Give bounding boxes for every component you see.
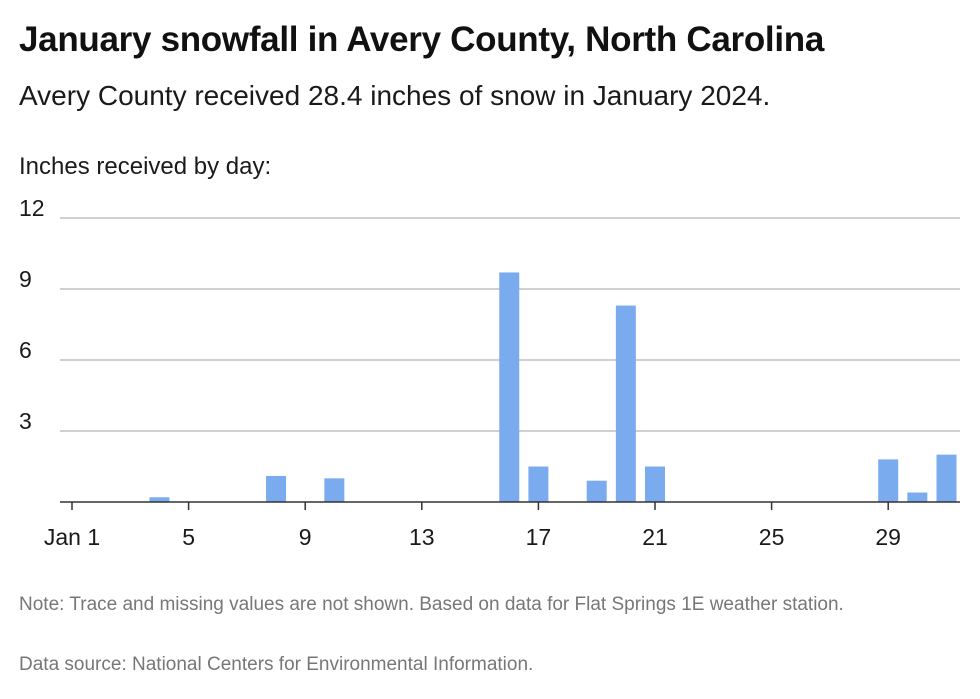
- bar: [878, 459, 899, 502]
- x-tick-label: 21: [642, 524, 668, 550]
- bar: [499, 272, 520, 502]
- snowfall-bar-chart: 3 6 9 12 Jan 1 5 9 13 17 21 25 29: [19, 195, 960, 550]
- bar: [586, 480, 607, 502]
- y-tick-label: 6: [19, 337, 32, 363]
- bar: [615, 305, 636, 502]
- data-source: Data source: National Centers for Enviro…: [19, 654, 534, 675]
- bar: [528, 466, 549, 502]
- y-tick-label: 12: [19, 195, 45, 221]
- x-tick-label: 9: [299, 524, 312, 550]
- bar: [936, 454, 957, 502]
- x-tick-label: Jan 1: [44, 524, 100, 550]
- x-tick-label: 17: [526, 524, 552, 550]
- bar: [645, 466, 665, 502]
- chart-title: January snowfall in Avery County, North …: [19, 20, 825, 59]
- x-tick-label: 5: [182, 524, 195, 550]
- x-tick-label: 29: [875, 524, 901, 550]
- bar: [266, 475, 287, 502]
- chart-note: Note: Trace and missing values are not s…: [19, 594, 844, 615]
- x-tick-label: 13: [409, 524, 435, 550]
- bar: [324, 478, 345, 502]
- chart-subtitle: Avery County received 28.4 inches of sno…: [19, 80, 771, 111]
- y-tick-label: 3: [19, 408, 32, 434]
- x-tick-label: 25: [759, 524, 785, 550]
- bar: [149, 497, 170, 502]
- bar: [907, 492, 928, 502]
- y-tick-label: 9: [19, 266, 32, 292]
- y-axis-caption: Inches received by day:: [19, 153, 272, 180]
